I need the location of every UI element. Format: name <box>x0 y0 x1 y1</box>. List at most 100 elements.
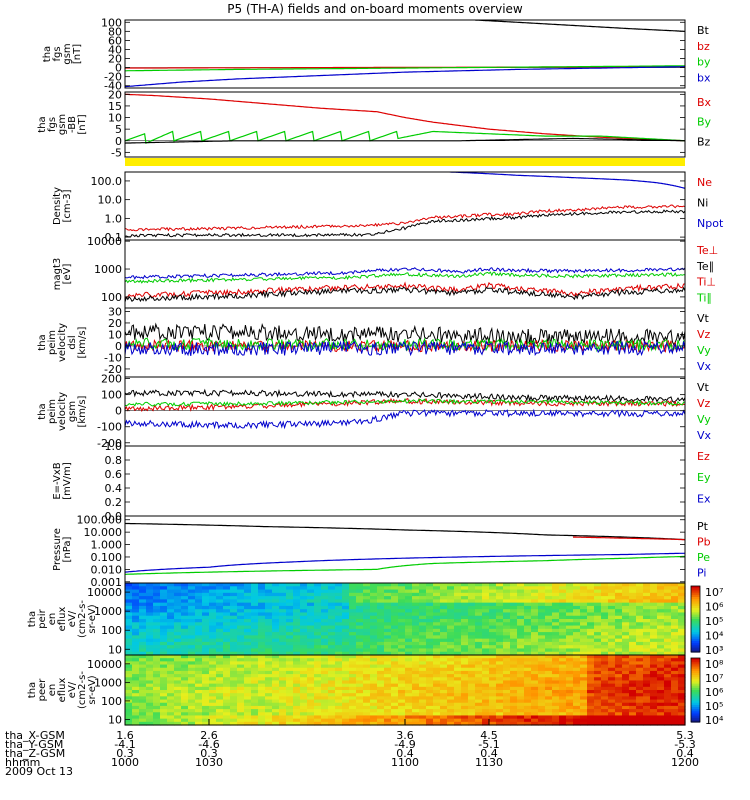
heatmap-cell <box>216 619 224 623</box>
heatmap-cell <box>580 690 588 694</box>
heatmap-cell <box>636 615 644 620</box>
heatmap-cell <box>622 709 630 713</box>
heatmap-cell <box>419 619 427 623</box>
heatmap-cell <box>391 651 399 656</box>
heatmap-cell <box>510 702 518 707</box>
heatmap-cell <box>279 596 287 600</box>
heatmap-cell <box>552 622 560 627</box>
heatmap-cell <box>587 619 595 623</box>
heatmap-cell <box>601 721 609 726</box>
x-tick-label: 0.3 <box>200 747 218 760</box>
heatmap-cell <box>125 670 133 675</box>
heatmap-cell <box>587 670 595 675</box>
heatmap-cell <box>293 721 301 726</box>
heatmap-cell <box>468 715 476 720</box>
heatmap-cell <box>237 674 245 678</box>
heatmap-cell <box>678 589 686 594</box>
heatmap-cell <box>356 683 364 688</box>
heatmap-cell <box>272 615 280 620</box>
heatmap-cell <box>286 641 294 646</box>
heatmap-cell <box>293 699 301 704</box>
heatmap-cell <box>181 586 189 591</box>
heatmap-cell <box>209 648 217 653</box>
heatmap-cell <box>503 641 511 646</box>
heatmap-cell <box>209 718 217 723</box>
heatmap-cell <box>657 677 665 682</box>
heatmap-cell <box>328 602 336 607</box>
heatmap-cell <box>454 686 462 691</box>
heatmap-cell <box>335 661 343 666</box>
heatmap-cell <box>328 589 336 594</box>
heatmap-cell <box>601 645 609 650</box>
x-tick-label: 1200 <box>671 756 699 769</box>
heatmap-cell <box>503 628 511 633</box>
heatmap-cell <box>622 638 630 643</box>
heatmap-cell <box>566 638 574 643</box>
heatmap-cell <box>202 635 210 640</box>
heatmap-cell <box>447 605 455 610</box>
heatmap-cell <box>531 718 539 723</box>
heatmap-cell <box>286 605 294 610</box>
heatmap-cell <box>440 586 448 591</box>
heatmap-cell <box>412 609 420 614</box>
heatmap-cell <box>622 596 630 600</box>
heatmap-cell <box>209 635 217 640</box>
heatmap-cell <box>608 651 616 656</box>
heatmap-cell <box>279 705 287 710</box>
heatmap-cell <box>629 589 637 594</box>
heatmap-cell <box>195 625 203 630</box>
heatmap-cell <box>580 667 588 672</box>
heatmap-cell <box>314 615 322 620</box>
heatmap-cell <box>153 664 161 669</box>
series-line-Te⊥ <box>125 281 685 299</box>
heatmap-cell <box>419 677 427 682</box>
heatmap-cell <box>461 635 469 640</box>
heatmap-cell <box>517 619 525 623</box>
heatmap-cell <box>426 599 434 604</box>
heatmap-cell <box>307 655 315 659</box>
heatmap-cell <box>370 715 378 720</box>
series-group-density <box>125 172 685 238</box>
heatmap-cell <box>510 625 518 630</box>
heatmap-cell <box>349 641 357 646</box>
heatmap-cell <box>125 702 133 707</box>
heatmap-cell <box>482 641 490 646</box>
heatmap-cell <box>594 599 602 604</box>
heatmap-cell <box>342 641 350 646</box>
legend-label-Bz: Bz <box>697 135 711 148</box>
heatmap-cell <box>636 599 644 604</box>
heatmap-cell <box>370 670 378 675</box>
heatmap-cell <box>167 715 175 720</box>
heatmap-cell <box>503 648 511 653</box>
heatmap-cell <box>391 596 399 600</box>
heatmap-cell <box>202 589 210 594</box>
heatmap-cell <box>566 622 574 627</box>
heatmap-cell <box>517 721 525 726</box>
heatmap-cell <box>363 651 371 656</box>
heatmap-cell <box>314 699 322 704</box>
heatmap-cell <box>510 622 518 627</box>
heatmap-cell <box>132 589 140 594</box>
heatmap-cell <box>601 670 609 675</box>
heatmap-cell <box>426 686 434 691</box>
heatmap-cell <box>377 602 385 607</box>
heatmap-cell <box>321 599 329 604</box>
heatmap-cell <box>461 718 469 723</box>
heatmap-cell <box>545 645 553 650</box>
heatmap-cell <box>657 670 665 675</box>
heatmap-cell <box>279 619 287 623</box>
heatmap-cell <box>643 712 651 717</box>
heatmap-cell <box>188 686 196 691</box>
heatmap-cell <box>503 645 511 650</box>
heatmap-cell <box>580 721 588 726</box>
heatmap-cell <box>447 674 455 678</box>
heatmap-cell <box>377 670 385 675</box>
heatmap-cell <box>216 622 224 627</box>
series-line-Pe <box>125 555 685 575</box>
heatmap-cell <box>489 709 497 713</box>
heatmap-cell <box>307 583 315 587</box>
heatmap-cell <box>328 661 336 666</box>
heatmap-cell <box>650 592 658 597</box>
heatmap-cell <box>678 699 686 704</box>
heatmap-cell <box>363 612 371 617</box>
